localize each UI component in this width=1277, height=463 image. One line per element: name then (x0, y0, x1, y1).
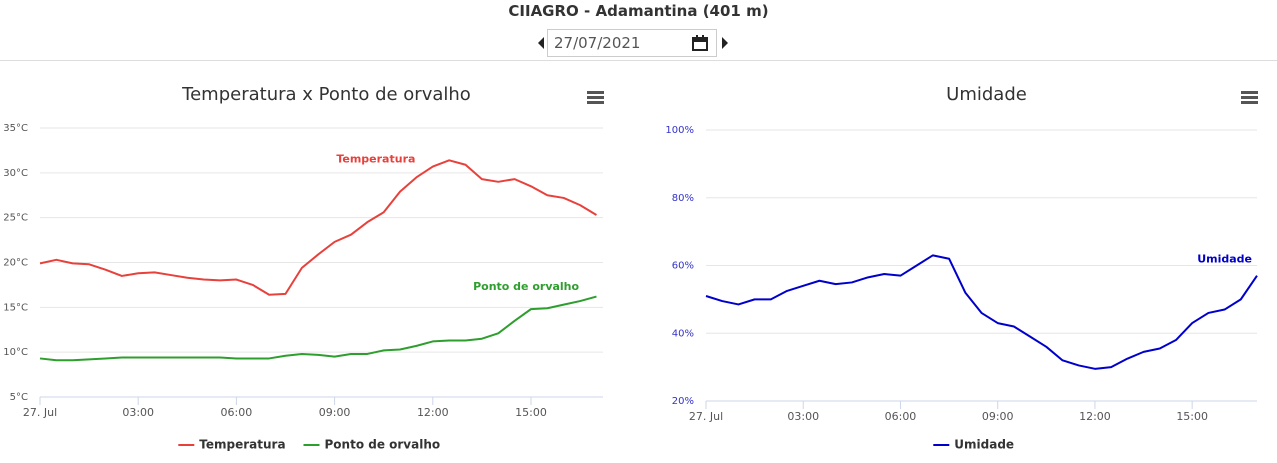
x-tick-label: 03:00 (787, 410, 819, 423)
y-tick-label: 5°C (10, 392, 28, 403)
x-tick-label: 15:00 (515, 406, 547, 419)
next-day[interactable] (717, 35, 731, 51)
y-tick-label: 10°C (3, 347, 28, 358)
series-label: Umidade (1197, 253, 1252, 266)
header: CIIAGRO - Adamantina (401 m) 27/07/2021 (0, 0, 1277, 61)
x-tick-label: 15:00 (1176, 410, 1208, 423)
y-tick-label: 25°C (3, 213, 28, 224)
x-tick-label: 27. Jul (689, 410, 723, 423)
menu-button[interactable] (1241, 91, 1258, 104)
date-value: 27/07/2021 (554, 34, 641, 52)
y-tick-label: 20% (672, 396, 694, 407)
date-picker: 27/07/2021 (535, 28, 731, 58)
y-tick-label: 100% (665, 125, 694, 136)
chart: Umidade 20% 40% 60% 80% 100% 27. Jul 03:00 06:00… (665, 84, 1258, 452)
y-tick-label: 80% (672, 193, 694, 204)
legend-item[interactable]: Umidade (954, 438, 1014, 452)
series-label: Temperatura (336, 152, 415, 165)
legend-item[interactable]: Temperatura (199, 438, 285, 452)
x-tick-label: 06:00 (221, 406, 253, 419)
x-tick-label: 12:00 (417, 406, 449, 419)
series-label: Ponto de orvalho (473, 280, 579, 293)
prev-day[interactable] (535, 35, 547, 51)
menu-button[interactable] (587, 91, 604, 104)
y-tick-label: 20°C (3, 258, 28, 269)
x-tick-label: 12:00 (1079, 410, 1111, 423)
chart-title: Umidade (946, 84, 1027, 105)
series-line (39, 159, 597, 296)
x-tick-label: 06:00 (885, 410, 917, 423)
x-tick-label: 09:00 (982, 410, 1014, 423)
y-tick-label: 40% (672, 328, 694, 339)
legend-item[interactable]: Ponto de orvalho (325, 438, 441, 452)
calendar-icon[interactable] (692, 35, 708, 51)
x-tick-label: 03:00 (122, 406, 154, 419)
x-tick-label: 27. Jul (23, 406, 57, 419)
date-input[interactable]: 27/07/2021 (547, 29, 717, 57)
chart: Temperatura x Ponto de orvalho 5°C 10°C 15°… (3, 84, 604, 452)
series-line (39, 295, 597, 362)
y-tick-label: 35°C (3, 123, 28, 134)
y-tick-label: 60% (672, 261, 694, 272)
x-tick-label: 09:00 (319, 406, 351, 419)
chart-title: Temperatura x Ponto de orvalho (181, 84, 471, 105)
page-title: CIIAGRO - Adamantina (401 m) (508, 2, 769, 20)
y-tick-label: 30°C (3, 168, 28, 179)
series-line (705, 254, 1258, 370)
y-tick-label: 15°C (3, 302, 28, 313)
